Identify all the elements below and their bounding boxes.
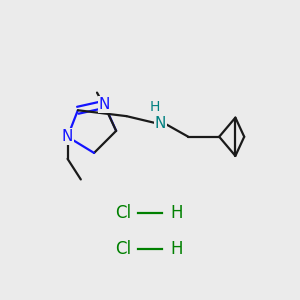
Text: H: H (170, 204, 183, 222)
Text: H: H (149, 100, 160, 114)
Text: N: N (62, 129, 73, 144)
Text: N: N (154, 116, 166, 131)
Text: Cl: Cl (116, 240, 132, 258)
Text: N: N (99, 97, 110, 112)
Text: Cl: Cl (116, 204, 132, 222)
Text: H: H (170, 240, 183, 258)
